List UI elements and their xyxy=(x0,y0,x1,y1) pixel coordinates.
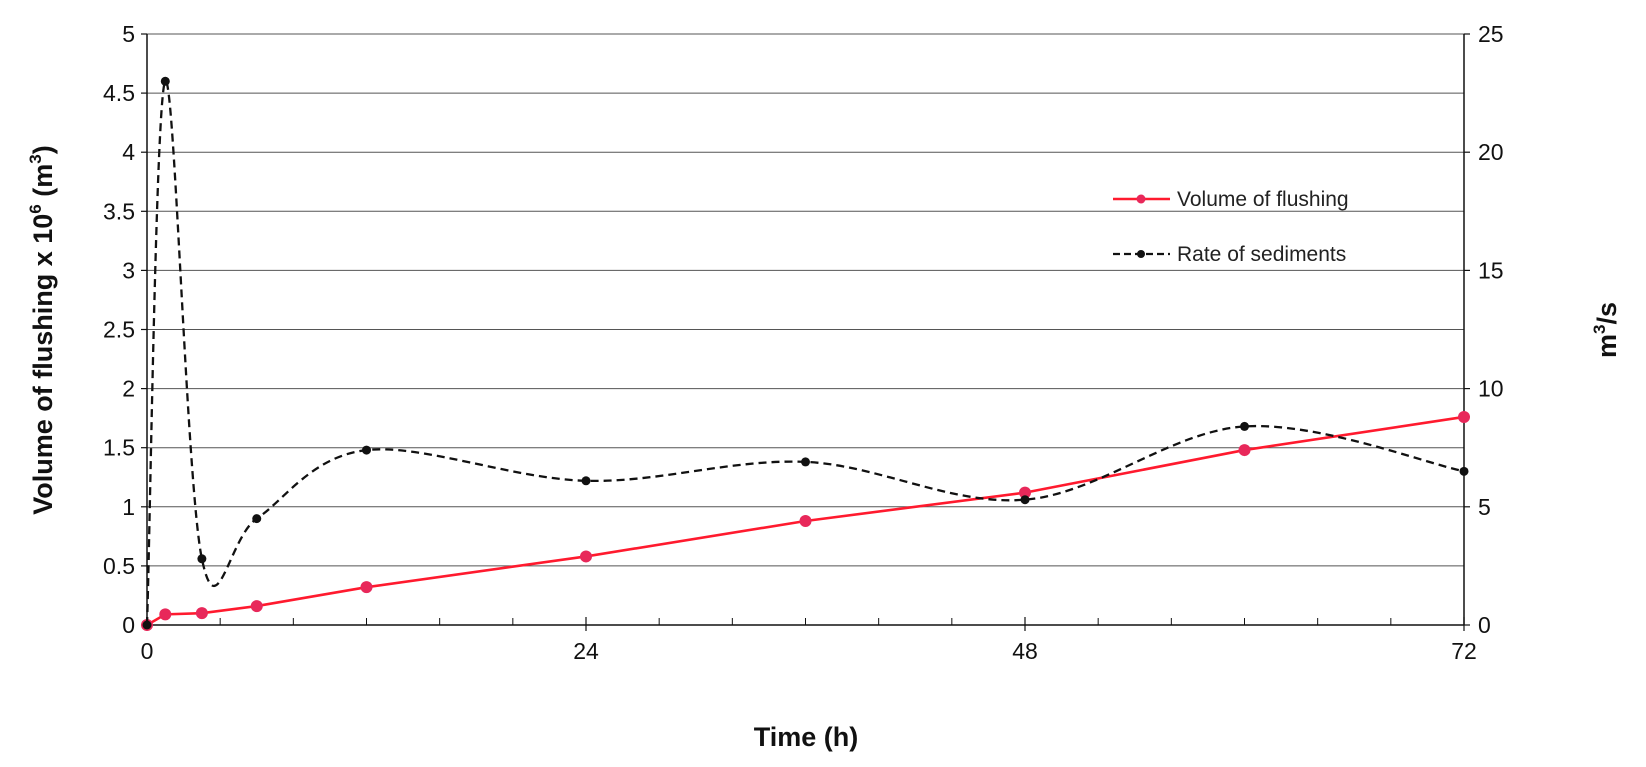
y-left-tick-label: 3 xyxy=(122,257,135,283)
data-point-rate-of-sediments xyxy=(1240,421,1249,431)
data-point-volume-of-flushing xyxy=(580,550,592,563)
legend-marker-volume xyxy=(1136,194,1146,204)
y-left-title-unit-exp: 3 xyxy=(26,154,45,163)
y-right-title-tail: /s xyxy=(1592,302,1622,325)
y-left-tick-label: 4 xyxy=(122,139,135,165)
y-axis-right-title: m3/s xyxy=(1590,302,1622,358)
data-point-volume-of-flushing xyxy=(1238,444,1251,457)
x-tick-label: 72 xyxy=(1451,638,1477,664)
y-right-title-main: m xyxy=(1592,334,1622,358)
legend-label-sediments: Rate of sediments xyxy=(1177,243,1346,266)
data-point-rate-of-sediments xyxy=(801,457,810,467)
legend: Volume of flushing Rate of sediments xyxy=(1113,188,1349,266)
data-point-volume-of-flushing xyxy=(1458,410,1470,423)
y-right-tick-label: 25 xyxy=(1478,21,1504,47)
y-left-title-unit-close: ) xyxy=(28,145,58,154)
y-right-tick-label: 20 xyxy=(1478,139,1504,165)
y-left-tick-label: 5 xyxy=(122,21,135,47)
axes xyxy=(141,33,1470,631)
legend-label-volume: Volume of flushing xyxy=(1177,188,1349,211)
gridlines xyxy=(147,33,1464,567)
data-point-volume-of-flushing xyxy=(799,514,812,527)
series xyxy=(141,76,1470,631)
y-right-tick-label: 5 xyxy=(1478,494,1491,520)
data-point-rate-of-sediments xyxy=(581,476,591,486)
legend-marker-sediments xyxy=(1137,250,1145,258)
x-tick-label: 0 xyxy=(141,638,154,664)
data-point-rate-of-sediments xyxy=(160,76,170,86)
x-tick-label: 48 xyxy=(1012,638,1038,664)
series-line-volume-of-flushing xyxy=(146,415,1465,627)
y-left-tick-label: 1.5 xyxy=(103,435,135,461)
data-point-rate-of-sediments xyxy=(362,445,371,455)
y-left-tick-label: 1 xyxy=(122,494,135,520)
y-left-title-unit: (m xyxy=(28,164,58,205)
y-left-tick-label: 0 xyxy=(122,612,135,638)
y-axis-left-title: Volume of flushing x 106 (m3) xyxy=(26,145,58,514)
data-point-volume-of-flushing xyxy=(1019,486,1031,499)
y-left-tick-label: 2.5 xyxy=(103,317,135,343)
data-point-rate-of-sediments xyxy=(252,514,262,524)
x-axis-title: Time (h) xyxy=(754,722,859,752)
data-point-rate-of-sediments xyxy=(1020,495,1030,505)
data-point-volume-of-flushing xyxy=(250,600,263,613)
y-left-tick-label: 2 xyxy=(122,376,135,402)
data-point-volume-of-flushing xyxy=(195,607,208,620)
y-left-title-main: Volume of flushing x 10 xyxy=(28,214,58,515)
tick-labels: 0 0.5 1 1.5 2 2.5 3 3.5 4 4.5 5 0 5 10 15 20 25 0 24 48 72 xyxy=(103,21,1504,664)
y-left-tick-label: 0.5 xyxy=(103,553,135,579)
y-left-title-exp: 6 xyxy=(26,204,45,213)
data-point-rate-of-sediments xyxy=(142,620,152,630)
data-point-volume-of-flushing xyxy=(360,581,373,594)
y-right-tick-label: 0 xyxy=(1478,612,1491,638)
y-left-tick-label: 3.5 xyxy=(103,198,135,224)
y-left-tick-label: 4.5 xyxy=(103,80,135,106)
y-right-tick-label: 15 xyxy=(1478,257,1504,283)
series-line-rate-of-sediments xyxy=(145,80,1465,626)
y-right-tick-label: 10 xyxy=(1478,376,1504,402)
data-point-volume-of-flushing xyxy=(159,608,172,621)
data-point-rate-of-sediments xyxy=(197,554,207,564)
x-tick-label: 24 xyxy=(573,638,599,664)
y-right-title-exp: 3 xyxy=(1590,325,1609,334)
data-point-rate-of-sediments xyxy=(1459,466,1469,476)
